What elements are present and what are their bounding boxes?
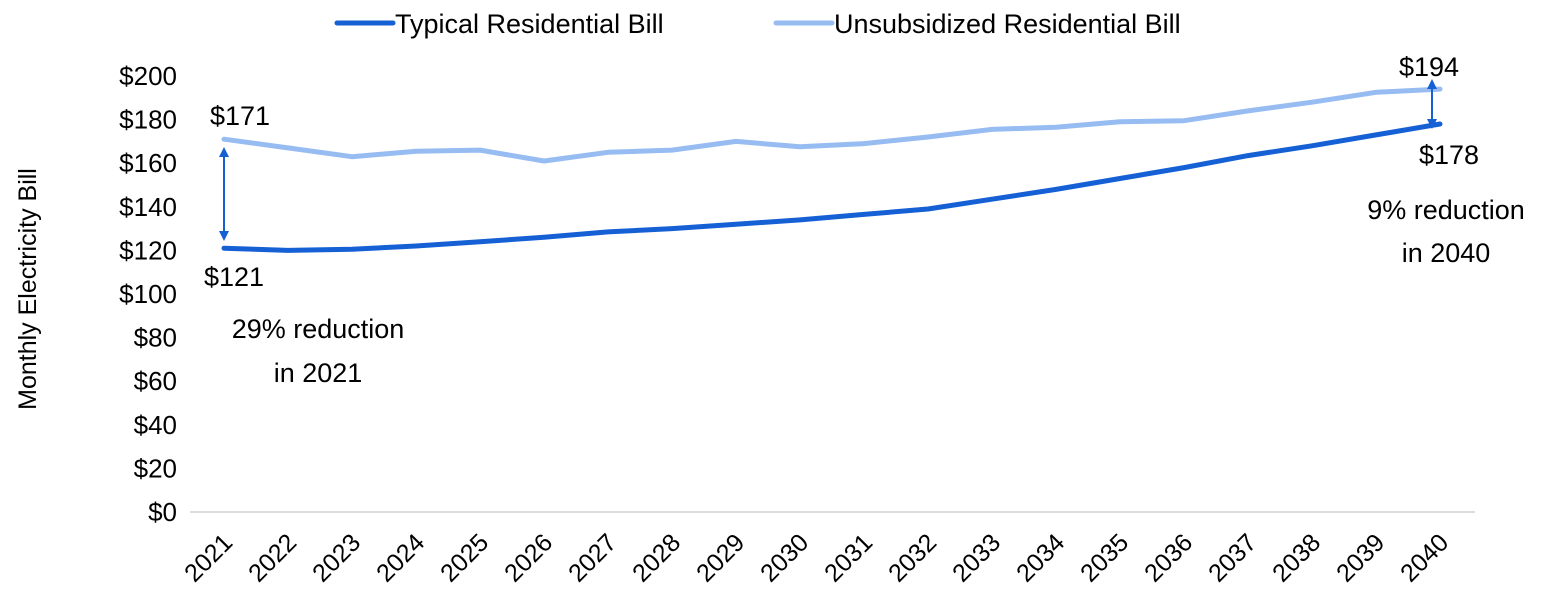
y-axis-ticks: $0 $20 $40 $60 $80 $100 $120 $140 $160 $180 $200: [119, 61, 177, 527]
x-tick-label: 2031: [819, 528, 878, 587]
y-tick-label: $0: [148, 497, 177, 527]
x-tick-label: 2040: [1395, 528, 1454, 587]
annotation-end-upper-value: $194: [1399, 52, 1459, 82]
x-tick-label: 2036: [1139, 528, 1198, 587]
x-tick-label: 2023: [307, 528, 366, 587]
annotation-start-note-line2: in 2021: [274, 358, 363, 388]
series-line-unsubsidized: [221, 86, 1443, 164]
annotation-end-note-line1: 9% reduction: [1367, 195, 1525, 225]
y-tick-label: $180: [119, 105, 177, 135]
series-layer: [221, 86, 1443, 253]
y-tick-label: $40: [134, 410, 177, 440]
x-tick-label: 2037: [1203, 528, 1262, 587]
series-line-typical: [221, 121, 1443, 253]
x-tick-label: 2025: [435, 528, 494, 587]
x-tick-label: 2028: [627, 528, 686, 587]
y-tick-label: $100: [119, 279, 177, 309]
x-tick-label: 2039: [1331, 528, 1390, 587]
x-axis-ticks: 2021 2022 2023 2024 2025 2026 2027 2028 2029 2030…: [179, 528, 1454, 587]
annotation-start-note-line1: 29% reduction: [232, 314, 405, 344]
y-tick-label: $20: [134, 453, 177, 483]
y-axis-title: Monthly Electricity Bill: [14, 168, 42, 410]
x-tick-label: 2035: [1075, 528, 1134, 587]
legend-label-unsubsidized: Unsubsidized Residential Bill: [834, 9, 1181, 39]
x-tick-label: 2029: [691, 528, 750, 587]
x-tick-label: 2026: [499, 528, 558, 587]
annotations: $171 $121 29% reduction in 2021 $194 $17…: [204, 52, 1525, 388]
annotation-end-note-line2: in 2040: [1402, 238, 1491, 268]
legend: Typical Residential Bill Unsubsidized Re…: [334, 9, 1181, 39]
y-tick-label: $120: [119, 235, 177, 265]
x-tick-label: 2024: [371, 528, 430, 587]
x-tick-label: 2032: [883, 528, 942, 587]
annotation-start-lower-value: $121: [204, 262, 264, 292]
y-tick-label: $140: [119, 192, 177, 222]
x-tick-label: 2027: [563, 528, 622, 587]
y-tick-label: $200: [119, 61, 177, 91]
annotation-start-upper-value: $171: [210, 101, 270, 131]
annotation-end-lower-value: $178: [1419, 140, 1479, 170]
y-tick-label: $80: [134, 323, 177, 353]
legend-label-typical: Typical Residential Bill: [395, 9, 664, 39]
y-tick-label: $160: [119, 148, 177, 178]
x-tick-label: 2021: [179, 528, 238, 587]
x-tick-label: 2030: [755, 528, 814, 587]
x-tick-label: 2034: [1011, 528, 1070, 587]
x-tick-label: 2022: [243, 528, 302, 587]
x-tick-label: 2038: [1267, 528, 1326, 587]
y-tick-label: $60: [134, 366, 177, 396]
x-tick-label: 2033: [947, 528, 1006, 587]
